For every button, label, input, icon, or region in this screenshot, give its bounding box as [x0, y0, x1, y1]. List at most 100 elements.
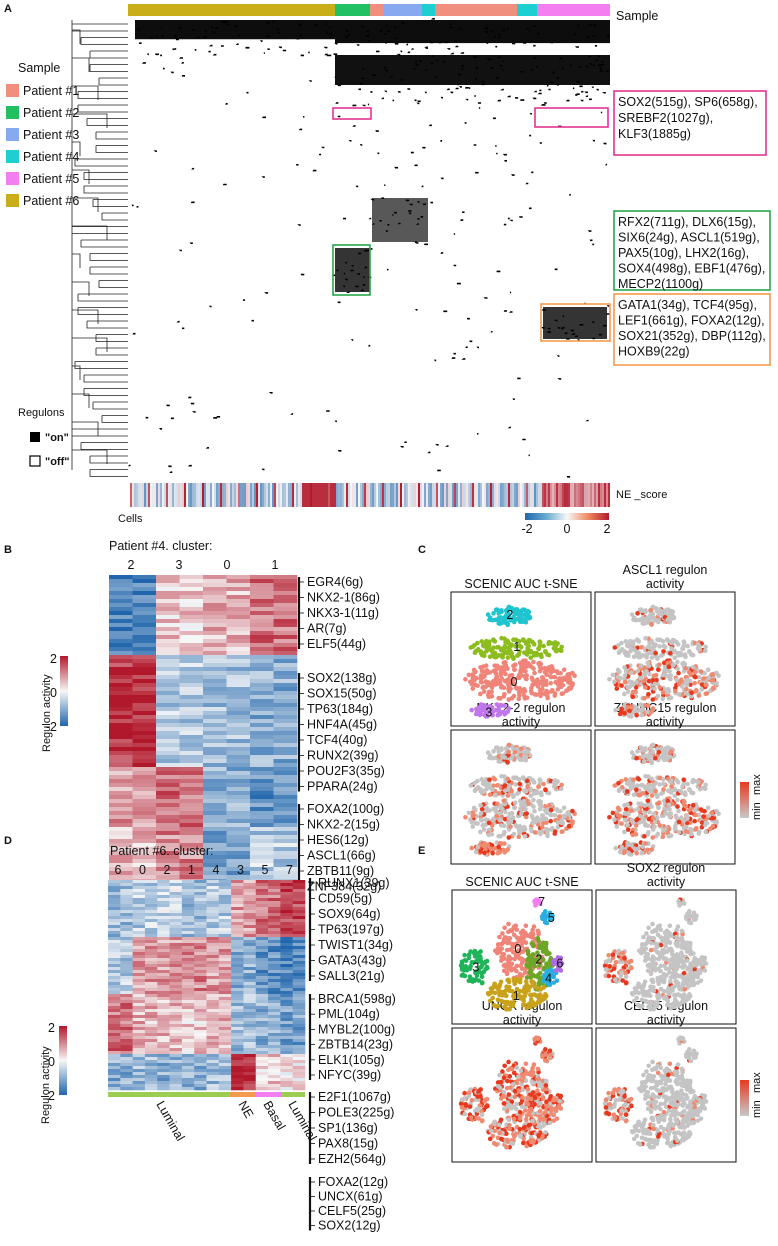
heatmap-cell	[280, 1036, 293, 1040]
heatmap-cell	[250, 791, 274, 796]
patient-swatch	[6, 84, 19, 97]
tsne-point	[674, 1065, 679, 1071]
patient-label: Patient #4	[23, 150, 79, 164]
tsne-point	[652, 819, 658, 825]
heatmap-cell	[109, 875, 133, 880]
heatmap-cell	[156, 615, 180, 620]
ne-score-cell	[430, 483, 432, 507]
heatmap-cell	[120, 1012, 133, 1016]
heatmap-cell	[226, 683, 251, 688]
heatmap-cell	[108, 982, 121, 986]
heatmap-cell	[273, 799, 298, 804]
tsne-point	[511, 693, 517, 699]
ne-score-cell	[260, 483, 262, 507]
heatmap-cell	[243, 1081, 257, 1085]
heatmap-cell	[206, 958, 220, 962]
panel-label-a: A	[4, 3, 12, 15]
heatmap-cell	[108, 964, 121, 968]
ne-score-cell	[304, 483, 306, 507]
heatmap-cell	[203, 599, 227, 604]
heatmap-cell	[292, 1075, 306, 1079]
heatmap-cell	[203, 771, 227, 776]
heatmap-cell	[243, 991, 257, 995]
heatmap-cell	[231, 970, 244, 974]
ne-score-cell	[456, 483, 458, 507]
tsne-point	[706, 675, 712, 681]
heatmap-cell	[273, 815, 298, 820]
tsne-point	[676, 681, 682, 687]
tsne-point	[515, 746, 520, 752]
tsne-point	[566, 685, 572, 691]
heatmap-cell	[132, 755, 157, 760]
heatmap-cell	[194, 988, 207, 992]
tsne-point	[644, 806, 649, 812]
tsne-point	[668, 611, 674, 617]
tsne-point	[668, 673, 673, 678]
regulon-name: SALL3(21g)	[318, 969, 385, 983]
heatmap-cell	[292, 958, 306, 962]
tsne-point	[686, 669, 692, 675]
tsne-point	[485, 842, 490, 848]
tsne-point	[631, 777, 636, 782]
heatmap-cell	[120, 1051, 133, 1055]
heatmap-cell	[250, 871, 274, 876]
heatmap-cell	[280, 979, 293, 983]
ne-score-cell	[436, 483, 438, 507]
regulon-name: RUNX2(39g)	[307, 749, 379, 763]
tsne-point	[531, 924, 537, 929]
heatmap-cell	[218, 985, 232, 989]
tsne-point	[667, 806, 672, 812]
ne-score-cell	[150, 483, 152, 507]
heatmap-cell	[226, 619, 251, 624]
ne-score-cell	[324, 483, 326, 507]
heatmap-cell	[203, 595, 227, 600]
tsne-point	[505, 709, 511, 714]
heatmap-cell	[255, 1024, 269, 1028]
tsne-point	[689, 831, 694, 837]
heatmap-cell	[226, 699, 251, 704]
ne-score-cell	[332, 483, 334, 507]
heatmap-cell	[108, 976, 121, 980]
ne-score-cell	[308, 483, 310, 507]
heatmap-cell	[144, 898, 158, 902]
heatmap-cell	[108, 1075, 121, 1079]
heatmap-cell	[273, 867, 298, 872]
heatmap-cell	[120, 970, 133, 974]
heatmap-cell	[250, 595, 274, 600]
tsne-point	[468, 645, 474, 650]
heatmap-cell	[218, 1075, 232, 1079]
annotation-segment	[256, 1092, 281, 1097]
heatmap-cell	[250, 815, 274, 820]
heatmap-cell	[194, 1063, 207, 1067]
heatmap-cell	[226, 611, 251, 616]
ne-score-cell	[406, 483, 408, 507]
heatmap-cell	[273, 683, 298, 688]
tsne-point	[649, 847, 655, 852]
heatmap-cell	[179, 627, 204, 632]
heatmap-cell	[218, 1054, 232, 1058]
heatmap-cell	[179, 699, 204, 704]
tsne-point	[517, 781, 523, 787]
ne-score-cell	[164, 483, 166, 507]
heatmap-cell	[273, 631, 298, 636]
heatmap-cell	[132, 759, 157, 764]
ne-score-cell	[268, 483, 270, 507]
heatmap-cell	[132, 775, 157, 780]
tsne-point	[555, 824, 561, 830]
tsne-point	[551, 641, 557, 647]
heatmap-cell	[179, 615, 204, 620]
ne-score-cell	[206, 483, 208, 507]
heatmap-cell	[206, 940, 220, 944]
heatmap-cell	[203, 819, 227, 824]
ne-score-cell	[548, 483, 550, 507]
heatmap-cell	[231, 913, 244, 917]
tsne-point	[640, 844, 645, 850]
heatmap-cell	[203, 779, 227, 784]
heatmap-cell	[255, 1033, 269, 1037]
heatmap-cell	[144, 991, 158, 995]
heatmap-cell	[120, 1042, 133, 1046]
tsne-point	[657, 685, 663, 690]
heatmap-cell	[179, 671, 204, 676]
heatmap-cell	[109, 723, 133, 728]
